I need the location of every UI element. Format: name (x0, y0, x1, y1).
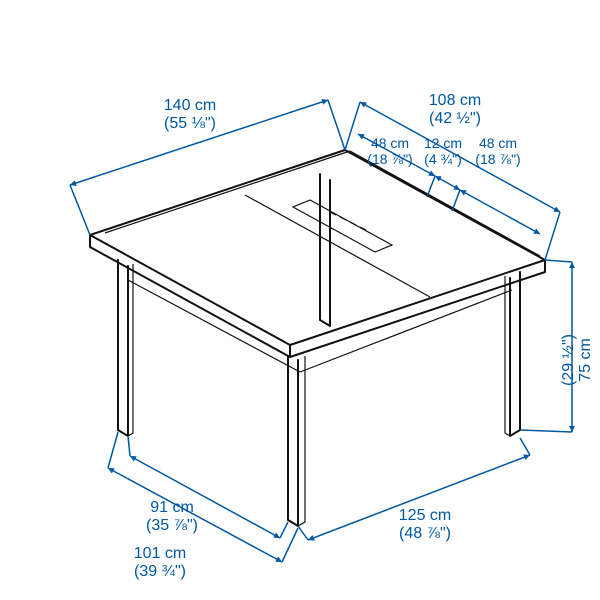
label-panel-left-cm: 48 cm (371, 135, 409, 151)
label-panel-mid-cm: 12 cm (424, 135, 462, 151)
label-side-outer-cm: 101 cm (134, 545, 186, 562)
label-width-in: (55 ⅛") (164, 115, 216, 132)
label-height-cm: 75 cm (577, 338, 594, 382)
label-panel-mid-in: (4 ¾") (424, 151, 462, 167)
label-panel-right-cm: 48 cm (479, 135, 517, 151)
label-side-inner-cm: 91 cm (150, 499, 194, 516)
label-height-in: (29 ½") (560, 334, 577, 386)
label-width-cm: 140 cm (164, 97, 216, 114)
label-side-outer-in: (39 ¾") (134, 563, 186, 580)
label-side-inner-in: (35 ⅞") (146, 517, 198, 534)
table-drawing (90, 150, 545, 526)
label-panel-right-in: (18 ⅞") (475, 151, 520, 167)
dimension-diagram: 140 cm (55 ⅛") 108 cm (42 ½") 48 cm 12 c… (0, 0, 600, 600)
label-depth-cm: 108 cm (429, 92, 481, 109)
dimension-labels: 140 cm (55 ⅛") 108 cm (42 ½") 48 cm 12 c… (134, 92, 594, 580)
label-front-span-cm: 125 cm (399, 507, 451, 524)
label-depth-in: (42 ½") (429, 110, 481, 127)
label-front-span-in: (48 ⅞") (399, 525, 451, 542)
label-panel-left-in: (18 ⅞") (367, 151, 412, 167)
dimension-lines (70, 100, 572, 562)
